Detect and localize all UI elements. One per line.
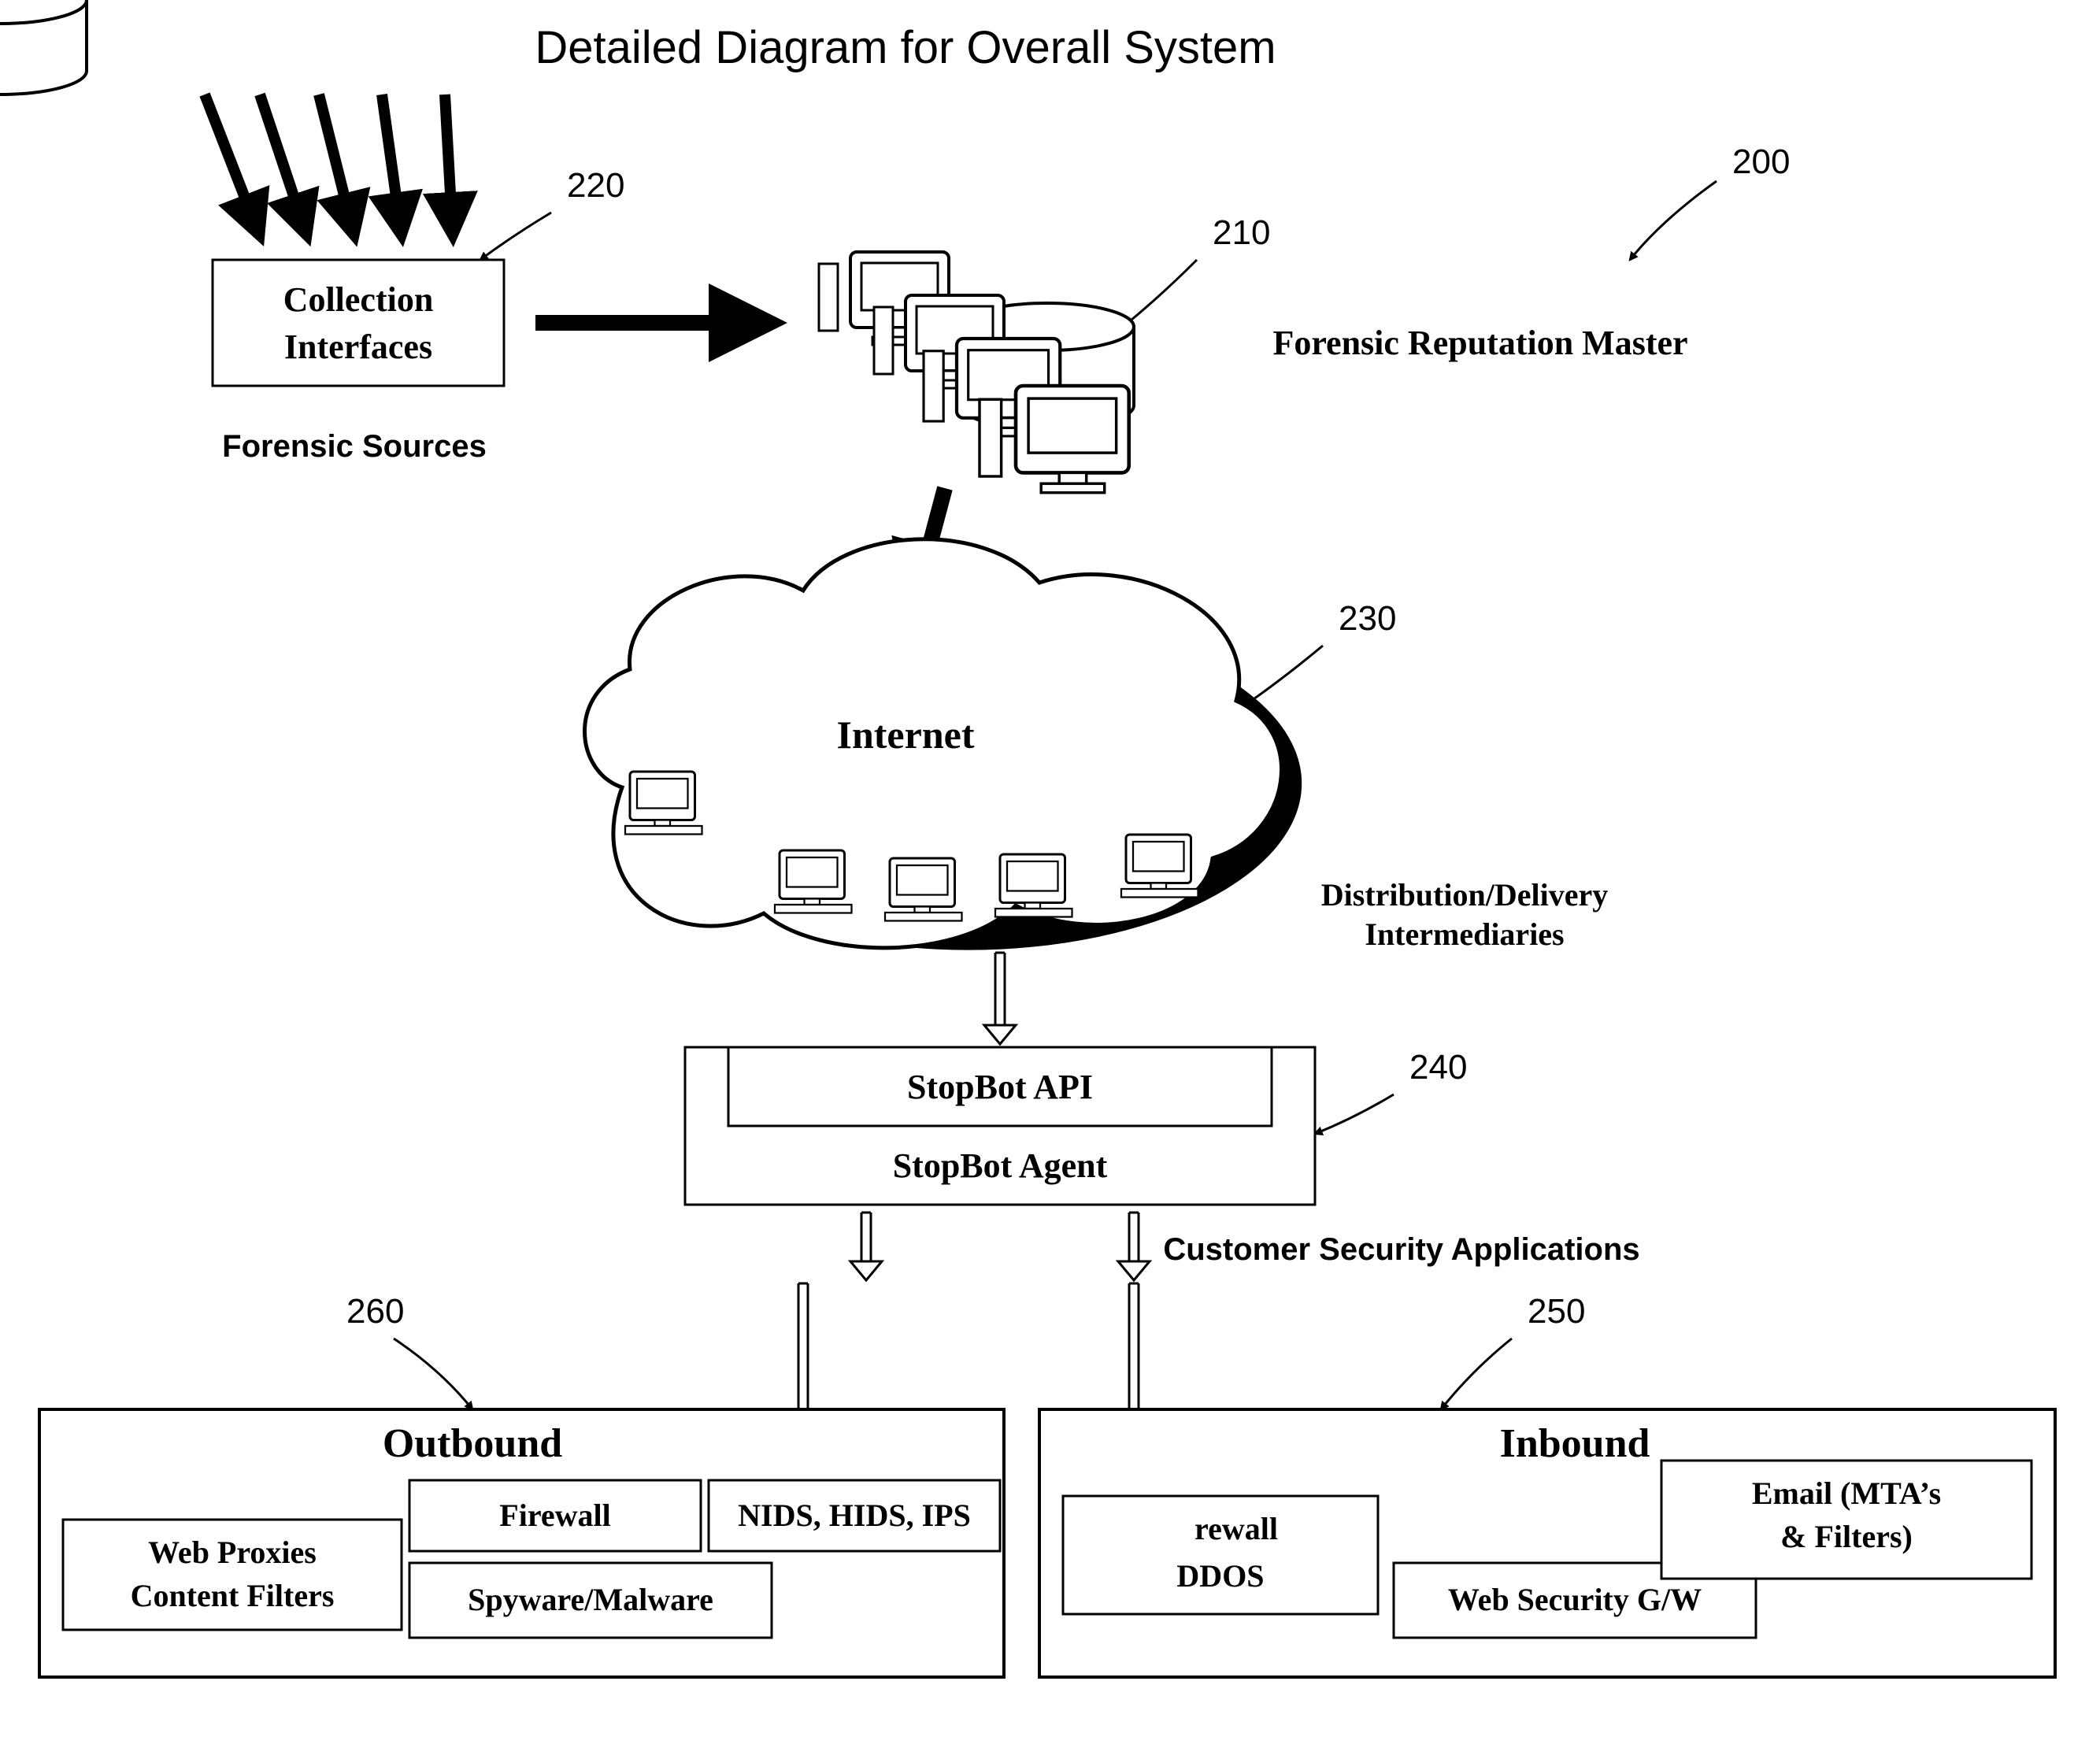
inbound-title: Inbound: [1500, 1421, 1650, 1466]
input-arrow-4: [445, 94, 453, 236]
forensic-master-label: Forensic Reputation Master: [1272, 324, 1687, 362]
web-proxies-l2: Content Filters: [131, 1578, 335, 1613]
nids-label: NIDS, HIDS, IPS: [738, 1498, 971, 1533]
web-security-label: Web Security G/W: [1448, 1582, 1702, 1617]
spyware-label: Spyware/Malware: [468, 1582, 713, 1617]
ref-210: 210: [1213, 213, 1270, 252]
ref-220: 220: [567, 166, 624, 205]
email-l1: Email (MTA’s: [1752, 1476, 1941, 1511]
input-arrow-2: [319, 94, 354, 236]
customer-security-apps-label: Customer Security Applications: [1163, 1232, 1639, 1267]
page-title: Detailed Diagram for Overall System: [535, 22, 1276, 73]
stopbot-api-label: StopBot API: [907, 1068, 1093, 1106]
internet-label: Internet: [837, 713, 975, 757]
dist-label-2: Intermediaries: [1365, 916, 1564, 952]
inbound-ddos-label: DDOS: [1176, 1558, 1264, 1594]
ref-curve-240: [1315, 1094, 1394, 1134]
ref-250: 250: [1528, 1292, 1585, 1331]
ref-curve-260: [394, 1339, 472, 1409]
arrow-cloud-to-stopbot: [984, 1025, 1016, 1044]
outbound-title: Outbound: [383, 1421, 562, 1466]
arrow-stopbot-left: [850, 1261, 882, 1280]
ref-230: 230: [1339, 599, 1396, 638]
ref-curve-220: [480, 213, 551, 260]
ref-260: 260: [346, 1292, 404, 1331]
ref-240: 240: [1409, 1048, 1467, 1087]
input-arrow-3: [382, 94, 402, 236]
outbound-firewall-label: Firewall: [499, 1498, 610, 1533]
ref-200: 200: [1732, 143, 1790, 181]
arrow-stopbot-right: [1118, 1261, 1150, 1280]
email-l2: & Filters): [1780, 1519, 1913, 1554]
input-arrow-0: [205, 94, 260, 236]
forensic-sources-label: Forensic Sources: [222, 429, 487, 464]
web-proxies-l1: Web Proxies: [148, 1535, 317, 1570]
collection-line2: Interfaces: [284, 328, 432, 366]
inbound-firewall-label: rewall: [1194, 1511, 1278, 1546]
stopbot-agent-label: StopBot Agent: [893, 1146, 1108, 1185]
input-arrow-1: [260, 94, 307, 236]
ref-curve-200: [1630, 181, 1717, 260]
dist-label-1: Distribution/Delivery: [1321, 877, 1608, 913]
db-icon: [0, 0, 87, 94]
collection-line1: Collection: [283, 280, 434, 319]
server-cluster: [819, 252, 1134, 493]
collection-interfaces-box: [213, 260, 504, 386]
ref-curve-250: [1441, 1339, 1512, 1409]
